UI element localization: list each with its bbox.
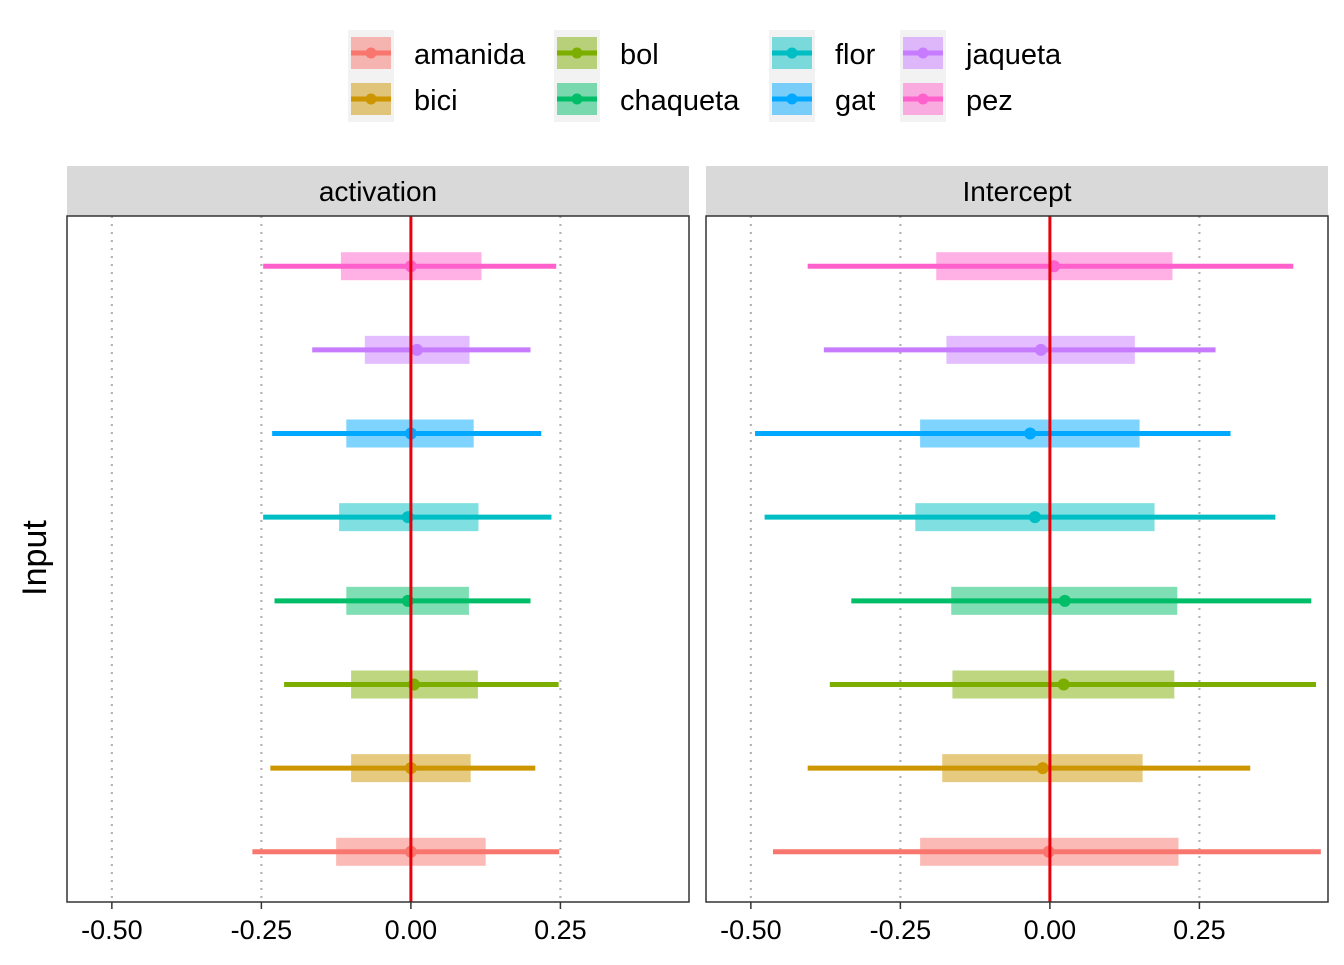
x-tick-label: -0.25 <box>231 915 293 945</box>
facet-panel-intercept: Intercept -0.50 -0.25 0.00 0.25 <box>705 166 1329 945</box>
point-estimate <box>1034 343 1047 356</box>
facet-strip-label: Intercept <box>963 176 1072 207</box>
legend-label: amanida <box>414 39 526 71</box>
point-estimate <box>1058 594 1071 607</box>
point-estimate <box>1024 427 1037 440</box>
x-tick-label: 0.25 <box>1173 915 1226 945</box>
facet-strip <box>706 166 1328 216</box>
panel-border <box>66 215 690 903</box>
legend-item-pez: pez <box>900 76 1013 122</box>
legend-label: gat <box>835 85 875 117</box>
plot-background <box>706 216 1328 902</box>
facet-panel-activation: activation -0.50 -0.25 0.00 0.25 <box>66 166 690 945</box>
interval-chaqueta <box>851 586 1312 615</box>
legend-item-amanida: amanida <box>348 30 526 76</box>
x-tick-label: -0.50 <box>81 915 143 945</box>
legend-item-bici: bici <box>348 76 458 122</box>
x-tick-label: -0.50 <box>720 915 782 945</box>
legend-item-jaqueta: jaqueta <box>900 30 1062 76</box>
legend-key-point <box>786 47 798 59</box>
legend-key-point <box>365 47 377 59</box>
facet-panels: activation -0.50 -0.25 0.00 0.25 Intercept -0.… <box>66 166 1329 945</box>
x-tick-label: 0.25 <box>534 915 587 945</box>
legend-key-point <box>571 93 583 105</box>
legend-label: bici <box>414 85 458 117</box>
legend-item-bol: bol <box>554 30 659 76</box>
legend-key-point <box>917 47 929 59</box>
interval-bol <box>284 670 559 699</box>
legend-key-point <box>917 93 929 105</box>
point-estimate <box>410 343 423 356</box>
legend-key-point <box>571 47 583 59</box>
facet-strip-label: activation <box>319 176 437 207</box>
legend-label: flor <box>835 39 876 71</box>
interval-gat <box>755 419 1231 448</box>
legend-key-point <box>365 93 377 105</box>
point-estimate <box>1028 511 1041 524</box>
x-tick-label: -0.25 <box>870 915 932 945</box>
legend: amanida bici bol chaqueta flor gat jaqueta pez <box>348 30 1062 122</box>
legend-item-chaqueta: chaqueta <box>554 76 740 122</box>
interval-bol <box>829 670 1317 699</box>
legend-label: jaqueta <box>965 39 1062 71</box>
interval-bici <box>807 754 1251 783</box>
interval-jaqueta <box>312 335 531 364</box>
legend-key-point <box>786 93 798 105</box>
x-tick-label: 0.00 <box>385 915 438 945</box>
y-axis-label: Input <box>16 520 54 596</box>
panel-border <box>705 215 1329 903</box>
interval-flor <box>764 503 1276 532</box>
interval-jaqueta <box>823 335 1216 364</box>
facet-strip <box>67 166 689 216</box>
legend-label: chaqueta <box>620 85 740 117</box>
interval-chaqueta <box>274 586 531 615</box>
legend-label: bol <box>620 39 659 71</box>
interval-flor <box>263 503 552 532</box>
x-tick-label: 0.00 <box>1024 915 1077 945</box>
point-estimate <box>1057 678 1070 691</box>
plot-background <box>67 216 689 902</box>
point-estimate <box>1036 762 1049 775</box>
legend-item-flor: flor <box>769 30 876 76</box>
legend-label: pez <box>966 85 1013 117</box>
legend-item-gat: gat <box>769 76 875 122</box>
